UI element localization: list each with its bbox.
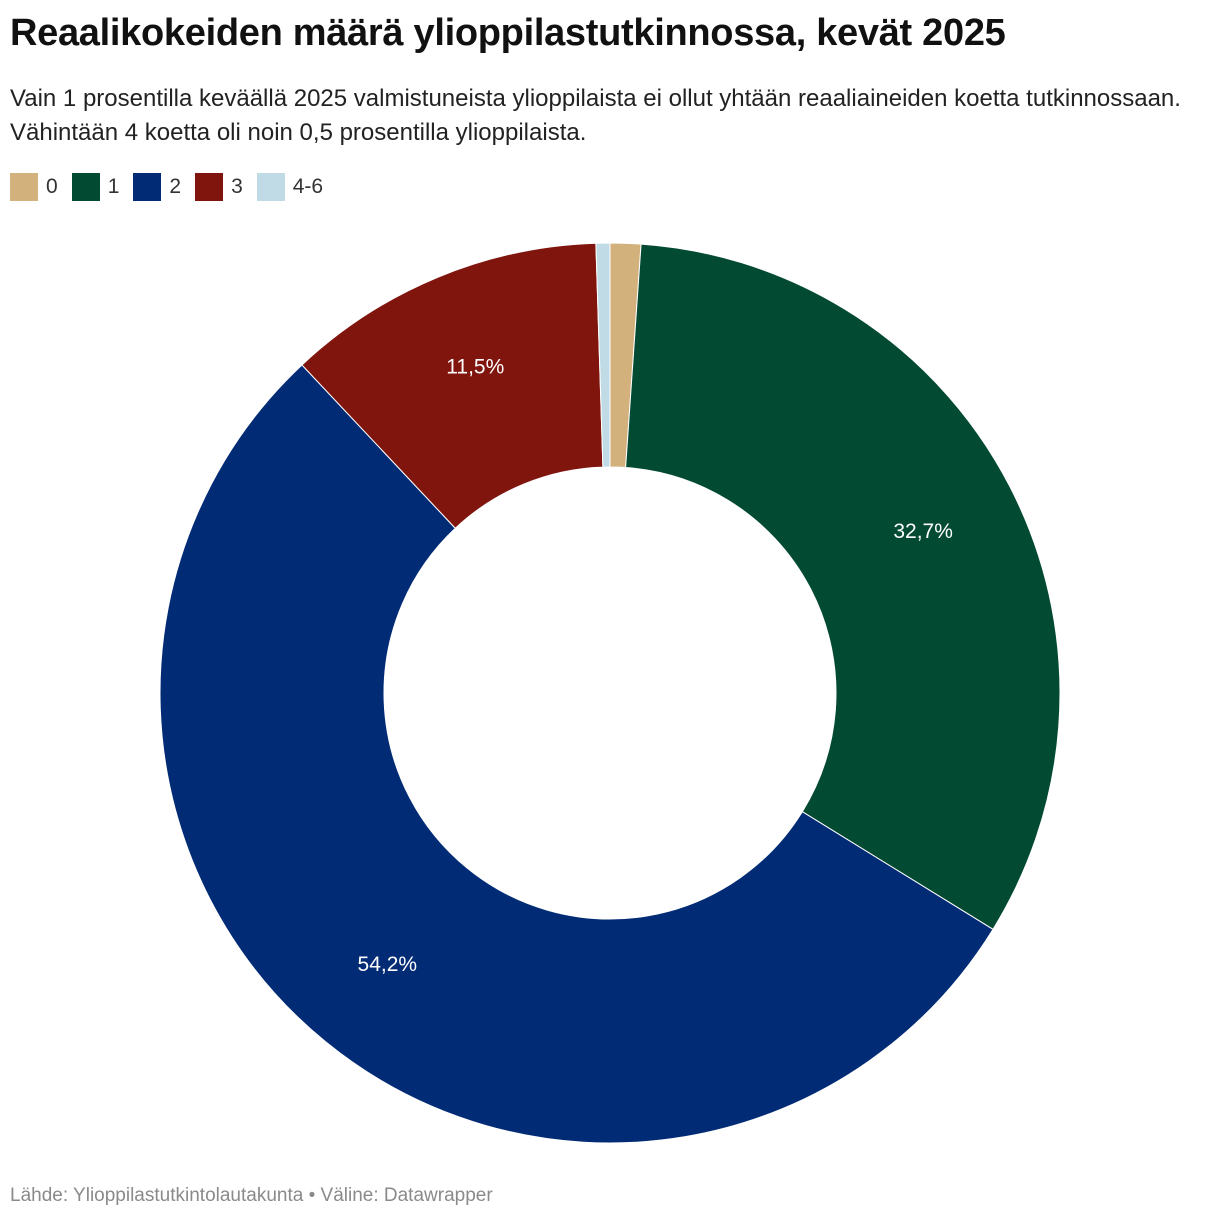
legend-label-3: 3 — [231, 175, 243, 198]
chart-title: Reaalikokeiden määrä ylioppilastutkinnos… — [10, 12, 1006, 54]
legend-swatch-1 — [71, 173, 100, 201]
legend-label-2: 2 — [169, 175, 182, 198]
legend: 0 1 2 3 4-6 — [10, 173, 337, 201]
slice-label-3: 11,5% — [446, 355, 504, 378]
legend-swatch-3 — [195, 173, 224, 201]
slice-3 — [301, 242, 604, 529]
legend-item-4: 4-6 — [256, 173, 324, 201]
slice-label-2: 54,2% — [358, 953, 418, 976]
slice-2 — [159, 364, 994, 1144]
legend-label-0: 0 — [46, 175, 58, 198]
legend-label-1: 1 — [107, 175, 120, 198]
legend-item-2: 2 — [133, 173, 181, 201]
legend-item-0: 0 — [10, 173, 58, 201]
legend-swatch-2 — [133, 173, 162, 201]
legend-label-4: 4-6 — [292, 175, 324, 198]
slice-1 — [625, 243, 1061, 931]
chart-subtitle: Vain 1 prosentilla keväällä 2025 valmist… — [10, 85, 1181, 146]
legend-swatch-0 — [10, 173, 38, 201]
slice-label-1: 32,7% — [893, 520, 953, 543]
legend-item-3: 3 — [195, 173, 243, 201]
source-footer: Lähde: Ylioppilastutkintolautakunta • Vä… — [10, 1185, 493, 1206]
legend-swatch-4 — [256, 173, 285, 201]
legend-item-1: 1 — [71, 173, 120, 201]
slice-4-6 — [595, 242, 611, 468]
